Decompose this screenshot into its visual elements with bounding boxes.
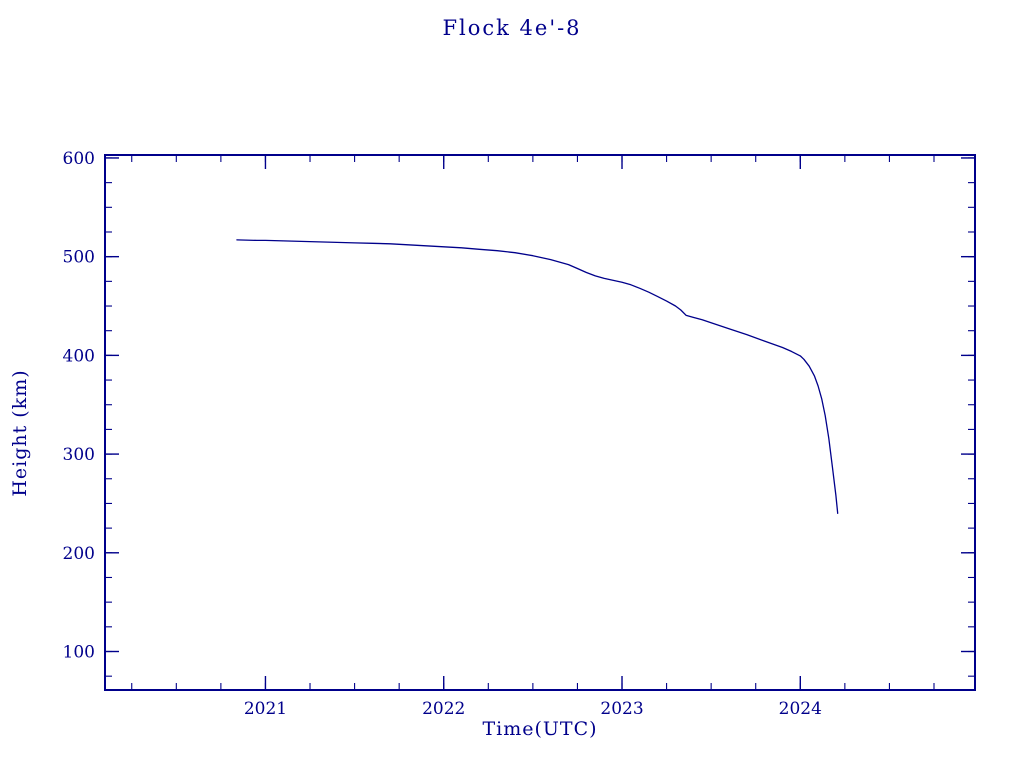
x-axis-label: Time(UTC) — [482, 718, 598, 740]
tick-label: 400 — [63, 346, 95, 366]
tick-label: 2021 — [244, 699, 287, 719]
tick-label: 500 — [63, 248, 95, 268]
chart-title: Flock 4e'-8 — [442, 16, 582, 40]
height-curve — [236, 239, 839, 514]
tick-label: 300 — [63, 445, 95, 465]
tick-label: 2023 — [600, 699, 643, 719]
plot-box — [104, 154, 976, 691]
tick-label: 100 — [63, 643, 95, 663]
tick-label: 600 — [63, 149, 95, 169]
tick-label: 200 — [63, 544, 95, 564]
tick-label: 2024 — [779, 699, 822, 719]
tick-label: 2022 — [422, 699, 465, 719]
